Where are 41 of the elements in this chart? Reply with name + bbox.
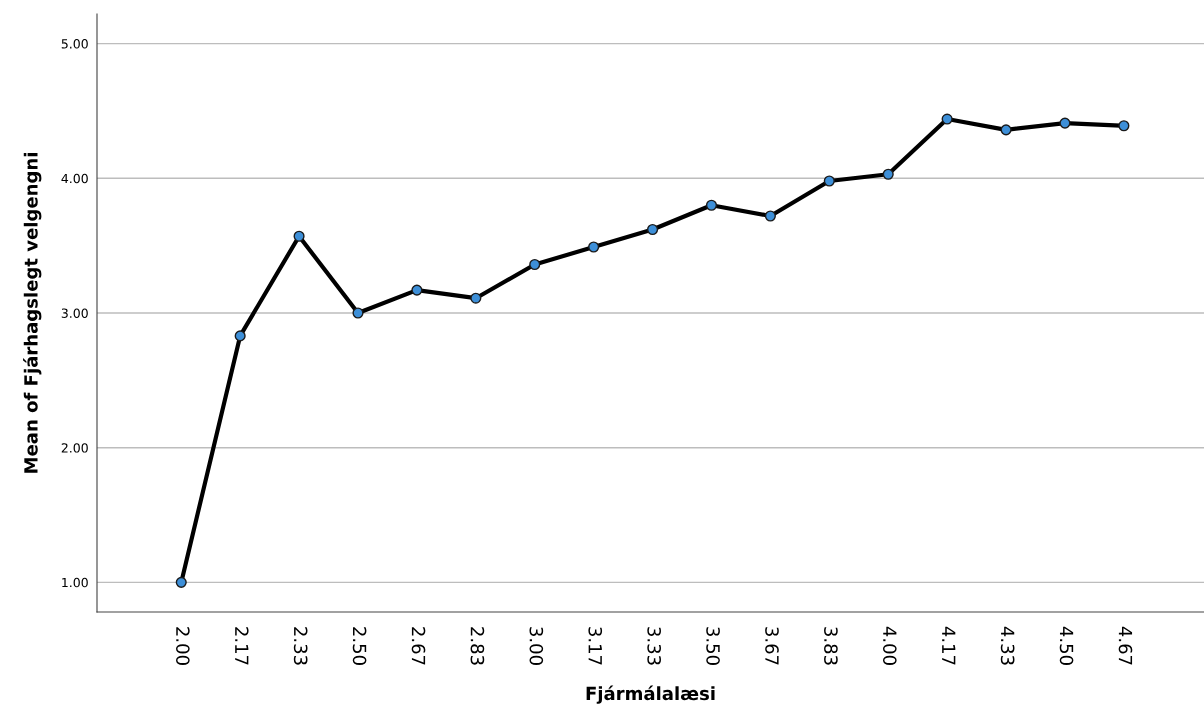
x-tick-label: 4.67 xyxy=(1118,626,1133,665)
y-tick-label: 2.00 xyxy=(61,443,88,453)
x-tick-label: 4.33 xyxy=(1000,626,1015,665)
y-axis-title: Mean of Fjárhagslegt velgengni xyxy=(23,153,42,473)
x-tick-label: 3.67 xyxy=(765,627,779,665)
point xyxy=(470,292,482,304)
y-tick-label: 3.00 xyxy=(61,308,88,318)
y-tick-label: 1.00 xyxy=(62,577,88,588)
point xyxy=(529,258,541,271)
point xyxy=(234,330,246,342)
x-tick-label: 3.33 xyxy=(647,627,661,665)
x-tick-label: 3.00 xyxy=(529,627,544,665)
x-tick-label: 2.33 xyxy=(293,627,308,665)
x-tick-label: 2.83 xyxy=(470,627,485,665)
point xyxy=(293,230,305,242)
point xyxy=(705,199,718,211)
point xyxy=(1118,120,1130,132)
x-tick-label: 2.50 xyxy=(352,627,367,665)
x-tick-label: 4.17 xyxy=(942,626,956,665)
x-tick-label: 3.83 xyxy=(824,627,838,665)
x-tick-label: 2.67 xyxy=(411,627,426,665)
x-tick-label: 3.50 xyxy=(706,627,720,665)
point xyxy=(764,210,776,222)
y-tick-label: 4.00 xyxy=(61,173,88,184)
x-tick-label: 3.17 xyxy=(588,627,603,665)
point xyxy=(882,168,894,180)
x-tick-label: 4.00 xyxy=(882,626,897,665)
y-tick-label: 5.00 xyxy=(61,39,88,49)
point xyxy=(1000,124,1012,136)
point xyxy=(175,576,187,588)
point xyxy=(352,307,364,319)
point xyxy=(1059,117,1071,129)
x-tick-label: 2.00 xyxy=(176,627,190,665)
point xyxy=(823,175,835,187)
x-tick-label: 4.50 xyxy=(1059,626,1074,665)
point xyxy=(941,113,953,125)
x-axis-title: Fjármálalæsi xyxy=(586,685,715,704)
point xyxy=(411,284,423,296)
point xyxy=(647,223,659,236)
x-tick-label: 2.17 xyxy=(235,627,249,665)
point xyxy=(588,241,600,253)
